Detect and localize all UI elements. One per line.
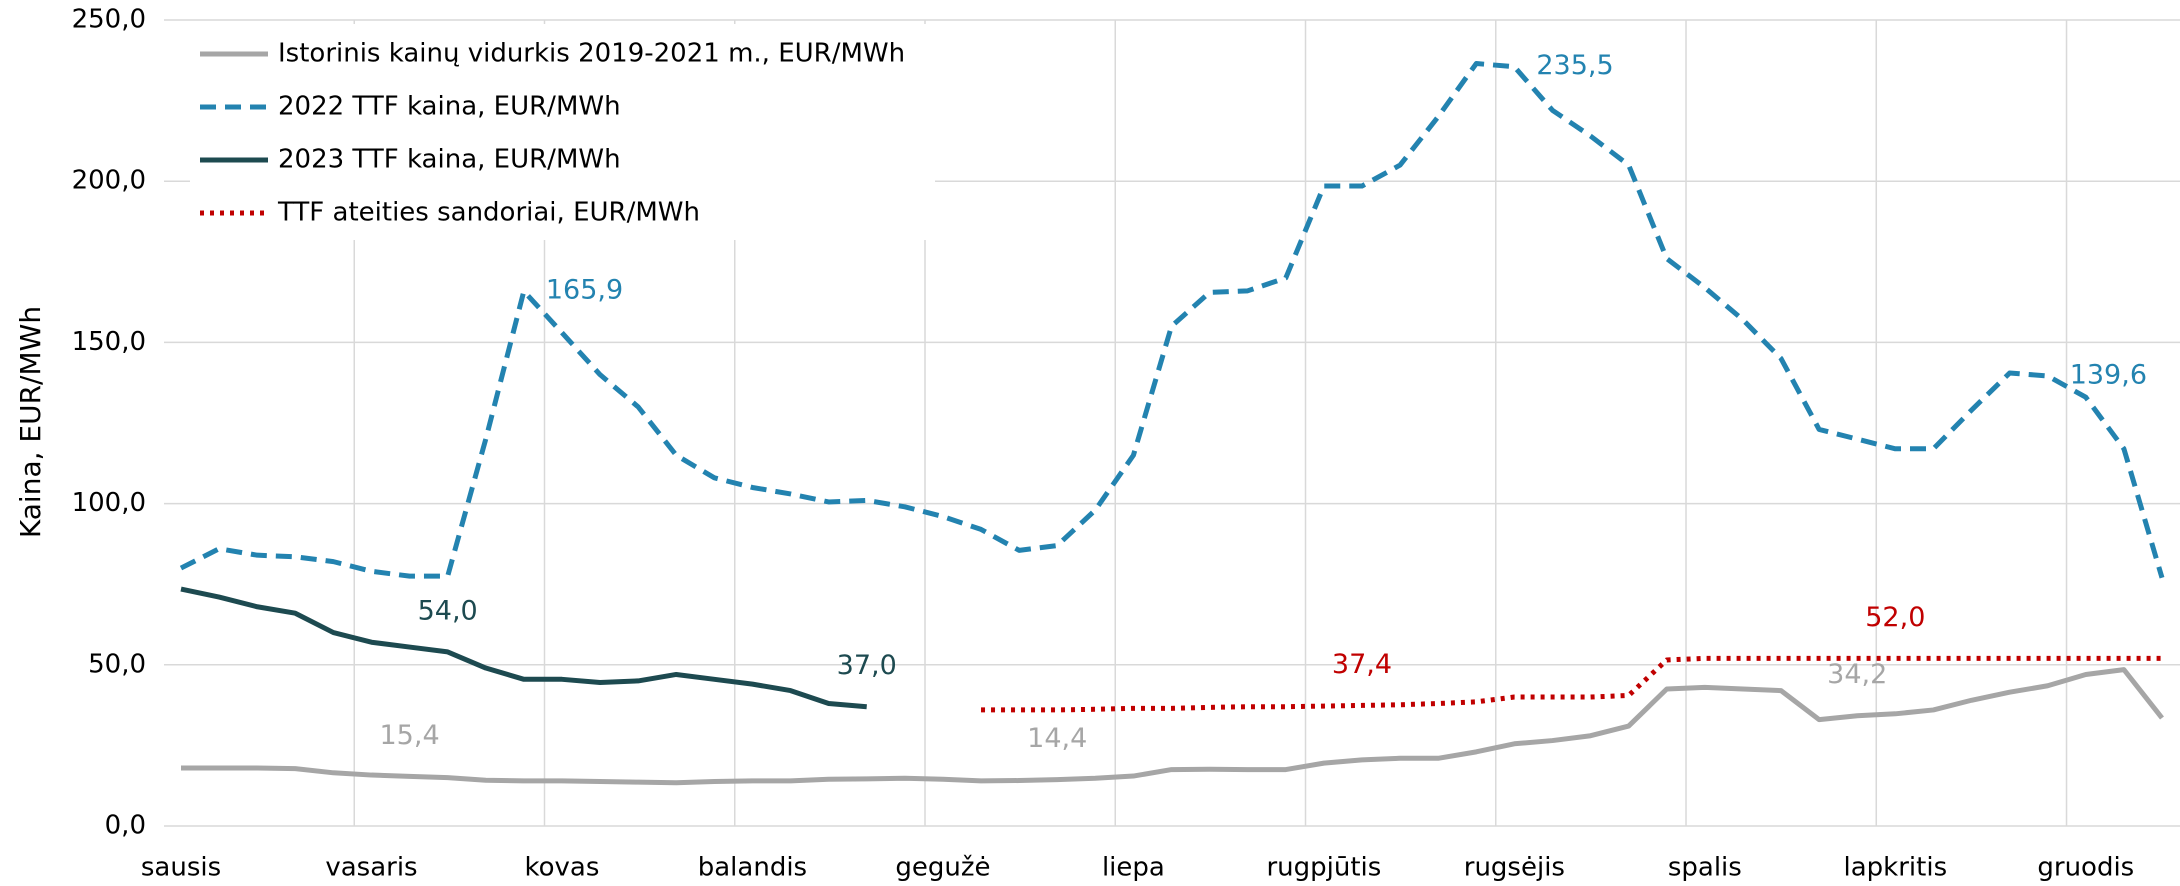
data-label: 37,4 xyxy=(1332,649,1392,680)
legend-box xyxy=(190,24,935,240)
x-tick-label: gruodis xyxy=(2037,853,2134,883)
data-label: 54,0 xyxy=(418,595,478,626)
series-line xyxy=(981,655,2162,713)
legend-label: 2023 TTF kaina, EUR/MWh xyxy=(278,145,621,175)
data-label: 34,2 xyxy=(1827,659,1887,690)
x-tick-label: spalis xyxy=(1668,853,1742,883)
y-tick-label: 250,0 xyxy=(72,5,146,35)
data-label: 139,6 xyxy=(2070,359,2147,390)
legend-label: Istorinis kainų vidurkis 2019-2021 m., E… xyxy=(278,39,905,69)
data-label: 165,9 xyxy=(546,275,623,306)
data-label: 235,5 xyxy=(1536,50,1613,81)
x-tick-label: rugsėjis xyxy=(1464,853,1565,883)
data-label: 37,0 xyxy=(837,650,897,681)
legend-label: TTF ateities sandoriai, EUR/MWh xyxy=(277,198,700,228)
data-label: 14,4 xyxy=(1027,723,1087,754)
x-tick-label: liepa xyxy=(1102,853,1165,883)
x-tick-label: gegužė xyxy=(895,853,990,883)
legend-label: 2022 TTF kaina, EUR/MWh xyxy=(278,92,621,122)
x-tick-label: vasaris xyxy=(325,853,417,883)
data-label: 15,4 xyxy=(380,720,440,751)
x-tick-label: lapkritis xyxy=(1844,853,1948,883)
y-axis-title: Kaina, EUR/MWh xyxy=(14,306,47,538)
x-tick-label: rugpjūtis xyxy=(1266,853,1381,883)
x-tick-label: sausis xyxy=(141,853,221,883)
y-tick-label: 150,0 xyxy=(72,327,146,357)
y-tick-label: 50,0 xyxy=(88,649,146,679)
series-line xyxy=(181,667,2164,786)
data-label: 52,0 xyxy=(1865,602,1925,633)
y-tick-label: 200,0 xyxy=(72,166,146,196)
x-tick-label: balandis xyxy=(698,853,807,883)
y-tick-label: 0,0 xyxy=(105,811,146,841)
x-tick-label: kovas xyxy=(525,853,600,883)
series-line xyxy=(180,586,867,710)
y-tick-label: 100,0 xyxy=(72,488,146,518)
